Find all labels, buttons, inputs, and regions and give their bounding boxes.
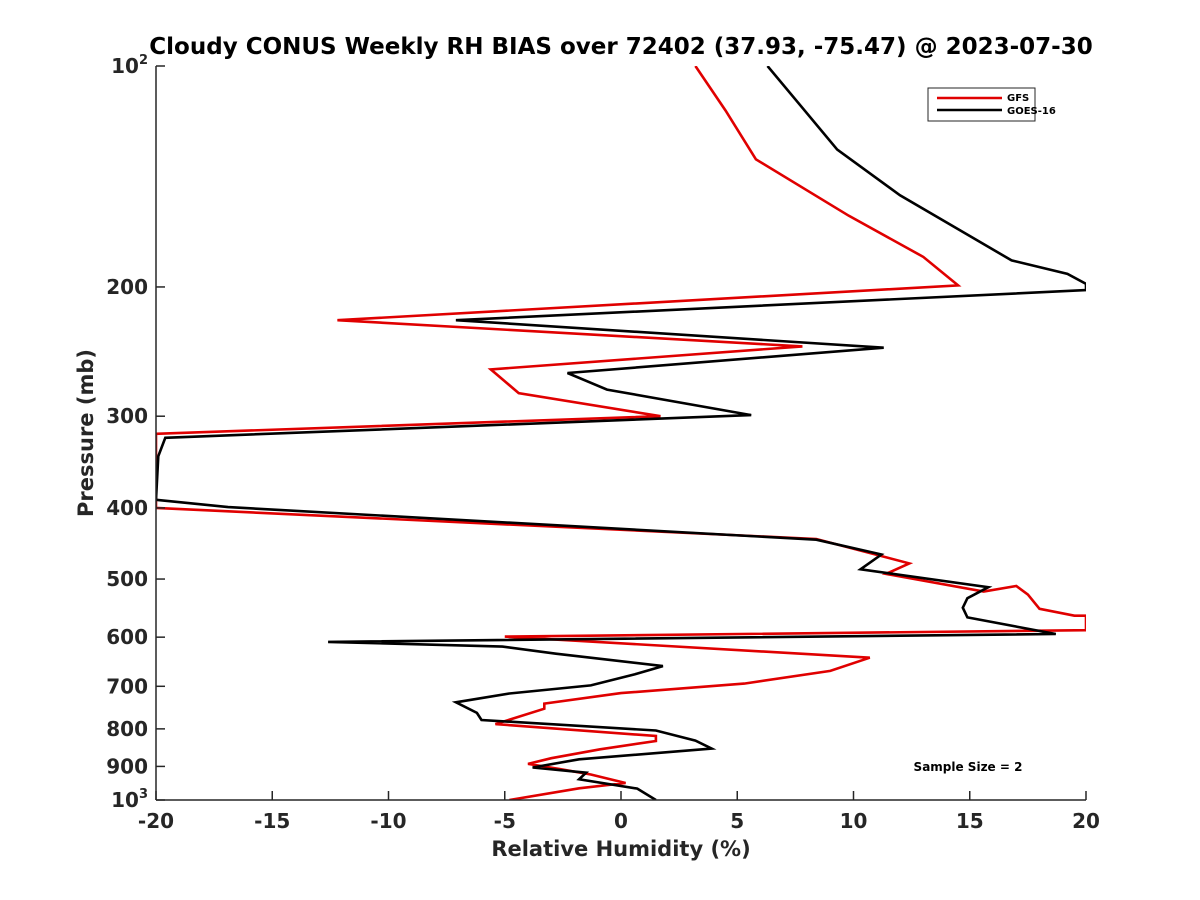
x-axis-label: Relative Humidity (%) — [491, 837, 750, 861]
x-tick-label: -10 — [370, 809, 406, 833]
y-tick-label: 700 — [106, 674, 148, 698]
chart-title: Cloudy CONUS Weekly RH BIAS over 72402 (… — [149, 34, 1092, 60]
x-axis-ticks: -20 -15 -10 -5 0 5 10 15 20 — [138, 791, 1100, 833]
x-tick-label: 20 — [1072, 809, 1100, 833]
y-axis-ticks: 102 200 300 400 500 600 700 800 900 103 — [106, 53, 165, 812]
x-tick-label: 10 — [840, 809, 868, 833]
legend-label-goes-16: GOES-16 — [1007, 106, 1056, 117]
y-tick-label: 800 — [106, 717, 148, 741]
x-tick-label: -20 — [138, 809, 174, 833]
series-layer — [156, 66, 1086, 800]
y-tick-label: 200 — [106, 275, 148, 299]
y-tick-label: 300 — [106, 404, 148, 428]
legend-label-gfs: GFS — [1007, 93, 1029, 104]
y-tick-label: 500 — [106, 567, 148, 591]
y-axis-label: Pressure (mb) — [74, 349, 98, 517]
y-tick-label: 600 — [106, 625, 148, 649]
x-tick-label: 5 — [730, 809, 744, 833]
x-tick-label: 15 — [956, 809, 984, 833]
y-tick-label: 102 — [111, 53, 148, 78]
x-tick-label: -5 — [494, 809, 516, 833]
legend-box — [927, 87, 1036, 122]
y-tick-label: 900 — [106, 754, 148, 778]
series-line-goes-16 — [156, 66, 1086, 800]
x-tick-label: 0 — [614, 809, 628, 833]
series-line-gfs — [156, 66, 1086, 800]
x-tick-label: -15 — [254, 809, 290, 833]
legend: GFS GOES-16 — [927, 87, 1056, 122]
y-tick-label: 103 — [111, 787, 148, 812]
y-tick-label: 400 — [106, 496, 148, 520]
sample-size-annotation: Sample Size = 2 — [914, 760, 1023, 774]
